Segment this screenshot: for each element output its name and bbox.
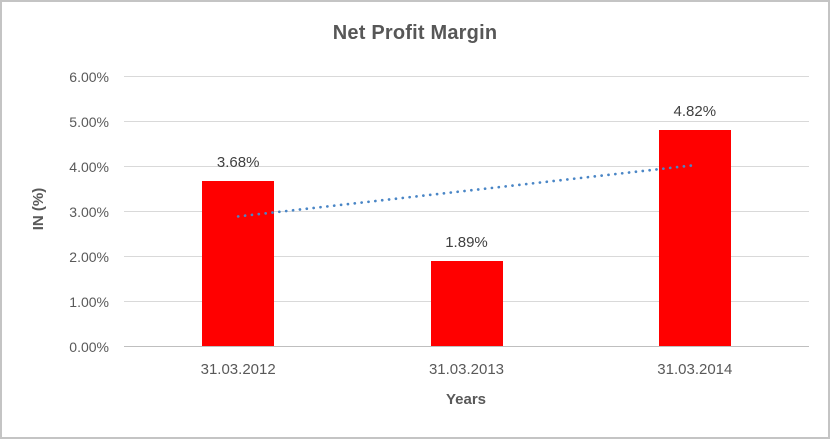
y-tick-label: 4.00% <box>69 158 109 175</box>
x-tick-label: 31.03.2012 <box>200 361 276 378</box>
gridline <box>124 76 809 77</box>
gridline <box>124 121 809 122</box>
x-tick-label: 31.03.2013 <box>428 361 505 378</box>
y-tick-label: 0.00% <box>69 338 109 355</box>
bar-data-label: 3.68% <box>216 153 260 171</box>
x-axis-line <box>124 346 809 347</box>
y-tick-label: 2.00% <box>69 248 109 265</box>
y-tick-label: 5.00% <box>69 113 109 130</box>
bar <box>430 261 503 347</box>
y-tick-label: 3.00% <box>69 203 109 220</box>
x-axis-title: Years <box>445 391 487 408</box>
x-tick-label: 31.03.2014 <box>657 361 733 378</box>
chart-title: Net Profit Margin <box>332 22 498 44</box>
y-tick-label: 6.00% <box>69 68 109 85</box>
y-tick-label: 1.00% <box>69 293 109 310</box>
bar-data-label: 1.89% <box>445 234 488 252</box>
bar <box>202 180 275 347</box>
bar <box>658 129 731 347</box>
gridline <box>124 256 809 257</box>
bar-data-label: 4.82% <box>673 102 717 120</box>
